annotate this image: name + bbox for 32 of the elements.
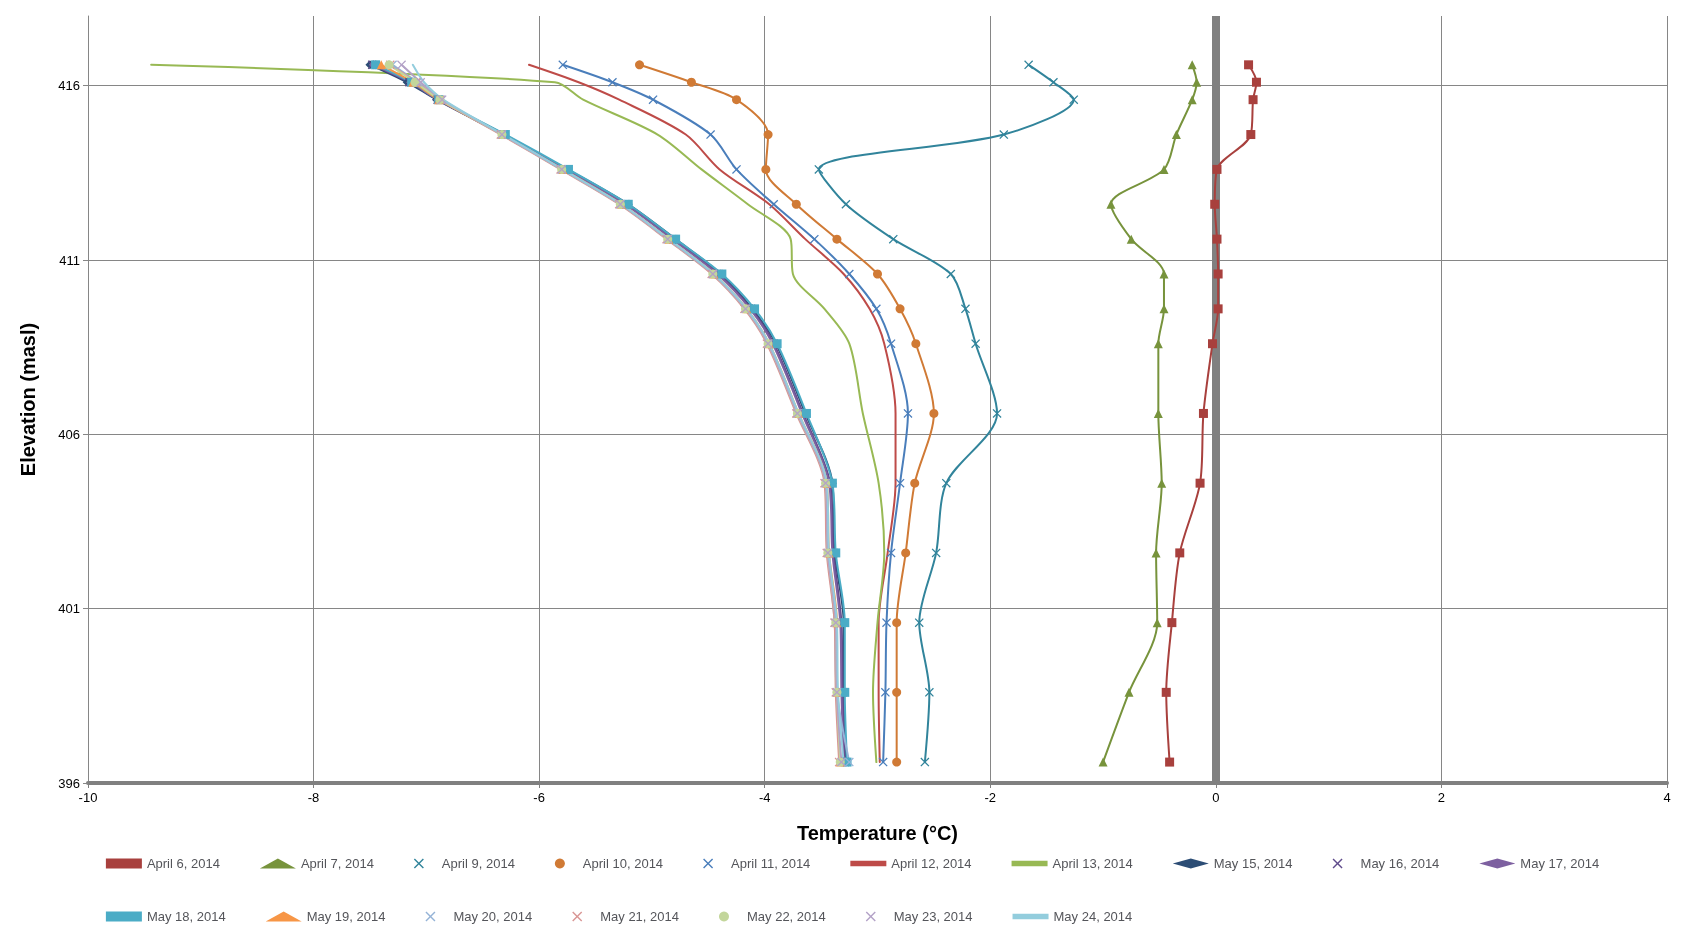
x-tick-label: -6 xyxy=(533,790,545,805)
legend-label: April 6, 2014 xyxy=(146,856,220,871)
legend-label: May 23, 2014 xyxy=(893,909,973,924)
x-tick-label: -10 xyxy=(78,790,98,805)
x-tick-label: -2 xyxy=(984,790,997,805)
legend-label: May 21, 2014 xyxy=(600,909,679,924)
y-tick-label: 396 xyxy=(58,775,80,791)
legend-label: May 18, 2014 xyxy=(146,909,226,924)
legend-label: May 19, 2014 xyxy=(306,909,386,924)
legend-label: April 11, 2014 xyxy=(731,856,811,871)
y-tick-label: 411 xyxy=(59,252,80,268)
y-axis-title: Elevation (masl) xyxy=(17,322,39,477)
x-tick-label: -8 xyxy=(307,790,320,805)
x-tick-label: 0 xyxy=(1212,790,1220,805)
legend-label: May 24, 2014 xyxy=(1053,909,1133,924)
x-axis-title: Temperature (°C) xyxy=(797,822,958,844)
legend-label: April 12, 2014 xyxy=(891,856,972,871)
legend-label: April 7, 2014 xyxy=(300,856,374,871)
legend-label: April 9, 2014 xyxy=(441,856,515,871)
y-tick-label: 406 xyxy=(58,426,80,442)
legend-label: May 20, 2014 xyxy=(453,909,533,924)
legend-label: May 22, 2014 xyxy=(746,909,826,924)
x-tick-label: 4 xyxy=(1663,790,1671,805)
y-tick-label: 416 xyxy=(58,78,80,94)
legend-label: May 16, 2014 xyxy=(1360,856,1440,871)
x-tick-label: -4 xyxy=(758,790,771,805)
legend-label: April 10, 2014 xyxy=(582,856,664,871)
legend-label: April 13, 2014 xyxy=(1052,856,1133,871)
legend-label: May 15, 2014 xyxy=(1213,856,1293,871)
x-tick-label: 2 xyxy=(1437,790,1446,805)
y-tick-label: 401 xyxy=(58,601,80,617)
legend-label: May 17, 2014 xyxy=(1520,856,1600,871)
